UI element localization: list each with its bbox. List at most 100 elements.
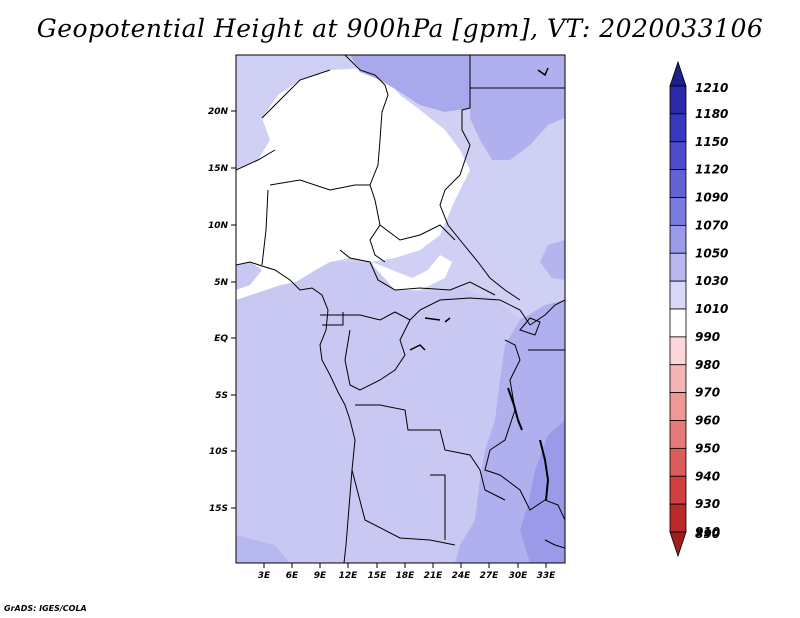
lon-tick: 21E	[424, 563, 444, 581]
border-chad-sudan	[439, 55, 521, 301]
colorbar-label: 1050	[695, 246, 728, 260]
lon-tick: 18E	[396, 563, 416, 581]
lat-tick: EQ	[214, 334, 236, 344]
lon-label: 30E	[509, 571, 529, 581]
lat-tick: 5S	[215, 391, 236, 401]
lon-label: 9E	[314, 571, 327, 581]
colorbar-segment	[669, 169, 687, 198]
lon-label: 33E	[537, 571, 557, 581]
lat-label: EQ	[214, 334, 228, 344]
lon-tick: 15E	[368, 563, 388, 581]
colorbar-label: 1010	[695, 302, 728, 316]
colorbar-segment	[669, 475, 687, 505]
field-high-east	[540, 240, 565, 280]
field-high-northeast	[470, 55, 565, 160]
colorbar-label: 1150	[695, 135, 728, 149]
border-angola-zambia	[430, 474, 446, 540]
lake-malawi	[539, 439, 550, 501]
border-chad-car	[379, 224, 456, 241]
lon-label: 24E	[452, 571, 472, 581]
border-niger-chad	[344, 55, 389, 263]
lon-axis: 3E 6E 9E 12E 15E 18E 21E 24E 27E 30E 33E	[258, 563, 556, 581]
lat-label: 10S	[209, 447, 228, 457]
lat-axis: 20N 15N 10N 5N EQ 5S 10S 15S	[208, 107, 236, 514]
field-mid-coast	[236, 262, 262, 290]
grads-credit: GrADS: IGES/COLA	[4, 604, 87, 613]
height-field	[236, 55, 565, 563]
lon-label: 3E	[258, 571, 271, 581]
colorbar-segment	[669, 336, 687, 366]
lat-label: 10N	[208, 221, 229, 231]
colorbar-segment	[669, 503, 687, 533]
field-high-north	[350, 55, 470, 112]
lon-tick: 3E	[258, 563, 271, 581]
map-borders	[236, 55, 565, 563]
atlantic-coastline	[236, 261, 356, 563]
colorbar-segment	[669, 85, 687, 115]
colorbar-segment	[669, 308, 687, 338]
colorbar-label: 1030	[695, 274, 728, 288]
field-low-west	[236, 68, 470, 300]
lon-label: 15E	[368, 571, 388, 581]
lat-tick: 10S	[209, 447, 236, 457]
lon-label: 18E	[396, 571, 416, 581]
lon-label: 12E	[339, 571, 359, 581]
colorbar-label: 890	[695, 527, 720, 541]
border-mali-burkina	[236, 149, 276, 171]
chart-title: Geopotential Height at 900hPa [gpm], VT:…	[36, 14, 764, 43]
lat-tick: 5N	[214, 278, 236, 288]
colorbar-segment	[669, 280, 687, 310]
lon-tick: 24E	[452, 563, 472, 581]
border-eq-guinea	[322, 312, 344, 326]
border-niger-nigeria	[269, 179, 370, 191]
colorbar-label: 1070	[695, 218, 728, 232]
lon-tick: 6E	[286, 563, 299, 581]
field-high-southwest	[236, 535, 290, 563]
colorbar-segment	[669, 420, 687, 449]
lake-victoria	[519, 317, 541, 336]
border-mali-niger	[261, 69, 331, 119]
colorbar-label: 1180	[695, 107, 728, 121]
lon-tick: 12E	[339, 563, 359, 581]
border-uganda-kenya	[529, 299, 565, 326]
colorbar-segment	[669, 141, 687, 171]
border-south	[544, 539, 565, 549]
colorbar-label: 960	[695, 414, 720, 428]
lon-label: 27E	[480, 571, 500, 581]
lat-tick: 10N	[208, 221, 236, 231]
colorbar-label: 910	[695, 525, 720, 539]
colorbar-label: 1210	[695, 81, 728, 95]
lon-label: 6E	[286, 571, 299, 581]
lat-label: 5N	[214, 278, 228, 288]
border-congo-drc	[344, 319, 411, 391]
colorbar-segment	[669, 392, 687, 421]
colorbar-segment	[669, 364, 687, 394]
lon-tick: 27E	[480, 563, 500, 581]
colorbar: 1210 1180 1150 1120 1090 1070 1050 1030 1010 990 9…	[669, 60, 728, 558]
lat-tick: 15S	[209, 504, 236, 514]
border-east-lakes	[484, 339, 565, 521]
border-car-north	[339, 249, 496, 296]
lat-label: 15S	[209, 504, 228, 514]
colorbar-segment	[669, 113, 687, 143]
river-marks	[424, 317, 451, 323]
colorbar-label: 930	[695, 497, 720, 511]
colorbar-label: 970	[695, 386, 720, 400]
lon-tick: 33E	[537, 563, 557, 581]
border-congo-car	[320, 297, 531, 326]
field-low-central	[372, 255, 452, 290]
lon-tick: 9E	[314, 563, 327, 581]
colorbar-label: 990	[695, 330, 720, 344]
lon-label: 21E	[424, 571, 444, 581]
border-angola-south	[351, 469, 456, 546]
colorbar-segment	[669, 197, 687, 226]
colorbar-segment	[669, 224, 687, 254]
colorbar-label: 980	[695, 358, 720, 372]
border-drc-angola	[355, 404, 506, 501]
border-benin-nigeria	[261, 189, 269, 266]
lon-tick: 30E	[509, 563, 529, 581]
colorbar-segment	[669, 252, 687, 282]
lat-label: 5S	[215, 391, 228, 401]
colorbar-label: 1120	[695, 163, 728, 177]
